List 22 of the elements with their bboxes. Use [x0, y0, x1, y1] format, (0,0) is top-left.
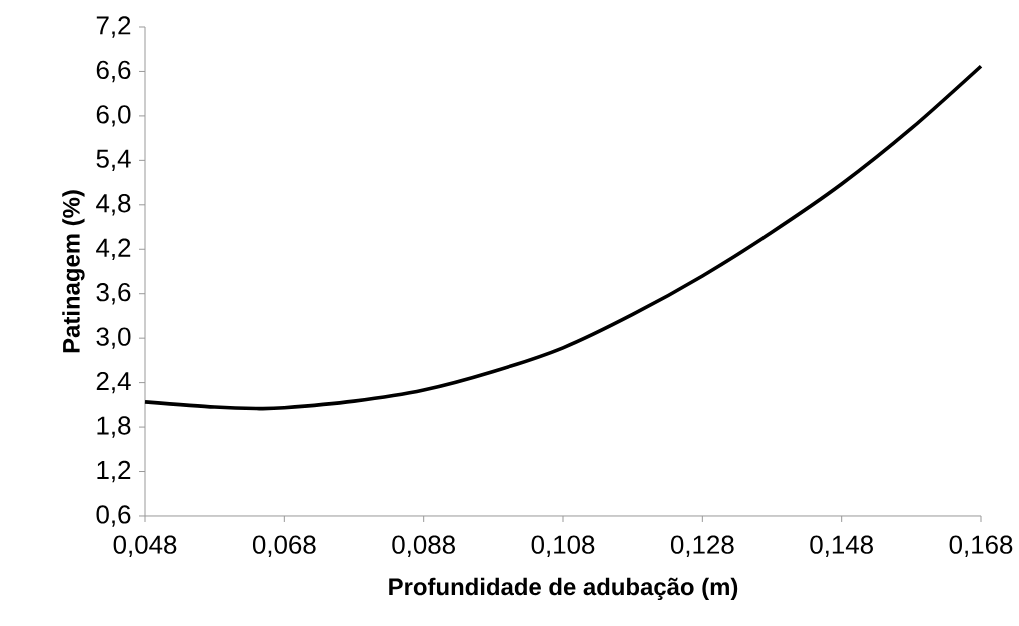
- line-series: [143, 64, 983, 411]
- x-tick-label: 0,168: [949, 535, 1013, 557]
- y-tick-label: 6,6: [96, 60, 131, 83]
- y-tick-label: 7,2: [96, 16, 131, 38]
- x-tick-label: 0,068: [252, 535, 316, 557]
- x-tick-label: 0,048: [113, 535, 177, 557]
- y-tick-label: 2,4: [96, 371, 131, 394]
- y-tick-label: 3,0: [96, 327, 131, 349]
- y-axis-title: Patinagem (%): [62, 190, 85, 353]
- y-tick-label: 6,0: [96, 105, 131, 127]
- y-tick-label: 4,8: [96, 194, 131, 216]
- x-tick-label: 0,128: [670, 535, 734, 557]
- x-tick-label: 0,108: [531, 535, 595, 557]
- y-tick-label: 5,4: [96, 149, 131, 171]
- x-tick-label: 0,148: [810, 535, 873, 557]
- y-tick-label: 4,2: [96, 238, 131, 260]
- y-tick-label: 0,6: [96, 505, 131, 527]
- y-tick-label: 1,8: [97, 416, 131, 438]
- x-axis-title: Profundidade de adubação (m): [389, 577, 738, 601]
- x-tick-label: 0,088: [392, 535, 455, 557]
- y-tick-label: 3,6: [96, 283, 131, 305]
- y-tick-label: 1,2: [97, 460, 131, 483]
